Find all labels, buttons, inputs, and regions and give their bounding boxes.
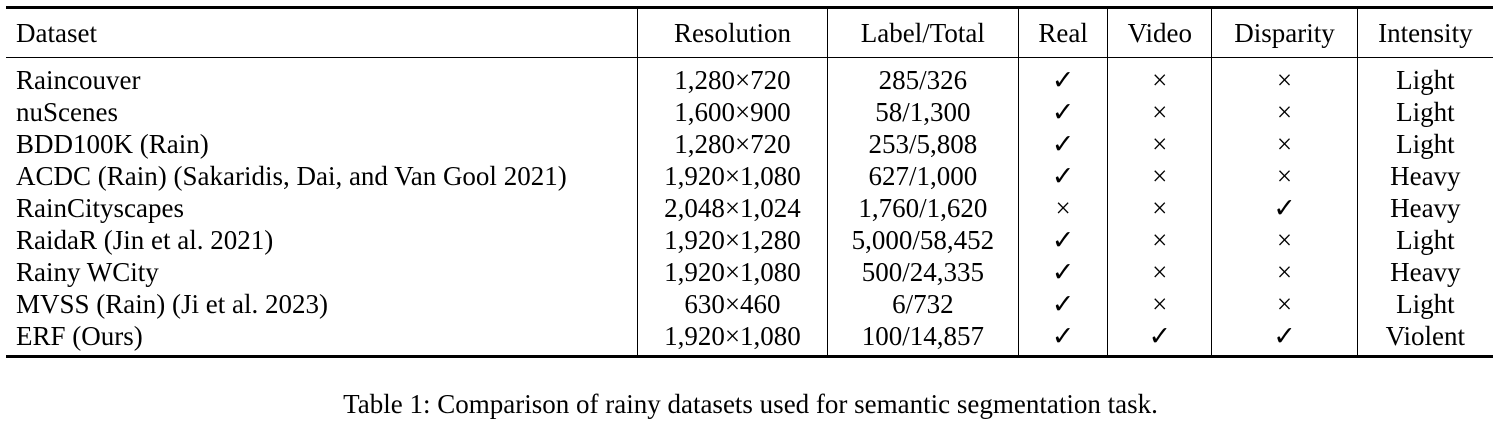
table-cell: ×: [1107, 96, 1212, 128]
table-cell: RaidaR (Jin et al. 2021): [16, 225, 274, 255]
table-cell: ✓: [1211, 192, 1358, 224]
comparison-table: Dataset Resolution Label/Total Real Vide…: [6, 6, 1493, 358]
table-cell: Light: [1356, 224, 1493, 256]
header-cell: Label/Total: [826, 7, 1019, 58]
table-cell: ✓: [1107, 320, 1212, 357]
table-cell: Light: [1356, 96, 1493, 128]
table-cell: 500/24,335: [826, 256, 1019, 288]
table-cell: Light: [1356, 128, 1493, 160]
table-cell: ×: [1211, 288, 1358, 320]
table-cell: 1,280×720: [637, 128, 828, 160]
table-cell: Light: [1356, 288, 1493, 320]
table-cell: 1,280×720: [637, 57, 828, 96]
table-cell: ×: [1211, 256, 1358, 288]
table-cell: nuScenes: [16, 97, 118, 127]
table-cell: ✓: [1018, 320, 1108, 357]
table-row: MVSS (Rain) (Ji et al. 2023) 630×460 6/7…: [6, 288, 1493, 320]
table-cell: Heavy: [1356, 192, 1493, 224]
table-cell: Rainy WCity: [16, 257, 159, 287]
table-cell: Heavy: [1356, 160, 1493, 192]
table-cell: 1,920×1,080: [637, 256, 828, 288]
table-cell: ×: [1107, 57, 1212, 96]
table-cell: ×: [1107, 160, 1212, 192]
table-cell: ✓: [1018, 128, 1108, 160]
table-row: RaidaR (Jin et al. 2021) 1,920×1,280 5,0…: [6, 224, 1493, 256]
table-cell: ✓: [1211, 320, 1358, 357]
table-cell: ×: [1107, 128, 1212, 160]
table-cell: ×: [1018, 192, 1108, 224]
table-cell: 1,600×900: [637, 96, 828, 128]
table-header-row: Dataset Resolution Label/Total Real Vide…: [6, 7, 1493, 58]
table-cell: 5,000/58,452: [826, 224, 1019, 256]
table-cell: BDD100K (Rain): [16, 129, 209, 159]
table-cell: ×: [1107, 224, 1212, 256]
header-cell: Disparity: [1211, 7, 1358, 58]
table-cell: 253/5,808: [826, 128, 1019, 160]
table-cell: ×: [1107, 192, 1212, 224]
table-caption: Table 1: Comparison of rainy datasets us…: [343, 389, 1158, 419]
table-cell: ✓: [1018, 224, 1108, 256]
table-cell: 285/326: [826, 57, 1019, 96]
table-row: Rainy WCity 1,920×1,080 500/24,335 ✓ × ×…: [6, 256, 1493, 288]
table-cell: 58/1,300: [826, 96, 1019, 128]
header-cell: Resolution: [637, 7, 828, 58]
table-cell: ✓: [1018, 288, 1108, 320]
table-cell: 1,760/1,620: [826, 192, 1019, 224]
table-cell: ✓: [1018, 256, 1108, 288]
table-cell: ACDC (Rain) (Sakaridis, Dai, and Van Goo…: [16, 161, 567, 191]
table-cell: Heavy: [1356, 256, 1493, 288]
table-cell: ✓: [1018, 57, 1108, 96]
table-cell: 1,920×1,080: [637, 160, 828, 192]
table-cell: ×: [1211, 128, 1358, 160]
header-cell: Intensity: [1356, 7, 1493, 58]
table-cell: ✓: [1018, 96, 1108, 128]
table-row: BDD100K (Rain) 1,280×720 253/5,808 ✓ × ×…: [6, 128, 1493, 160]
table-cell: ×: [1211, 57, 1358, 96]
table-cell: RainCityscapes: [16, 193, 184, 223]
table-cell: ×: [1211, 224, 1358, 256]
header-cell: Real: [1018, 7, 1108, 58]
table-row: nuScenes 1,600×900 58/1,300 ✓ × × Light: [6, 96, 1493, 128]
header-cell: Video: [1107, 7, 1212, 58]
table-cell: 100/14,857: [826, 320, 1019, 357]
header-cell: Dataset: [16, 18, 97, 48]
table-cell: 1,920×1,080: [637, 320, 828, 357]
table-cell: 2,048×1,024: [637, 192, 828, 224]
table-cell: MVSS (Rain) (Ji et al. 2023): [16, 289, 328, 319]
table-cell: Violent: [1356, 320, 1493, 357]
table-cell: ×: [1211, 96, 1358, 128]
table-cell: Raincouver: [16, 65, 141, 95]
table-cell: ×: [1107, 288, 1212, 320]
table-cell: 6/732: [826, 288, 1019, 320]
table-row: ERF (Ours) 1,920×1,080 100/14,857 ✓ ✓ ✓ …: [6, 320, 1493, 357]
table-cell: ✓: [1018, 160, 1108, 192]
table-cell: ERF (Ours): [16, 321, 143, 351]
table-cell: 627/1,000: [826, 160, 1019, 192]
table-cell: Light: [1356, 57, 1493, 96]
table-cell: ×: [1107, 256, 1212, 288]
table-row: RainCityscapes 2,048×1,024 1,760/1,620 ×…: [6, 192, 1493, 224]
table-cell: 1,920×1,280: [637, 224, 828, 256]
table-row: Raincouver 1,280×720 285/326 ✓ × × Light: [6, 57, 1493, 96]
table-cell: 630×460: [637, 288, 828, 320]
table-cell: ×: [1211, 160, 1358, 192]
table-row: ACDC (Rain) (Sakaridis, Dai, and Van Goo…: [6, 160, 1493, 192]
